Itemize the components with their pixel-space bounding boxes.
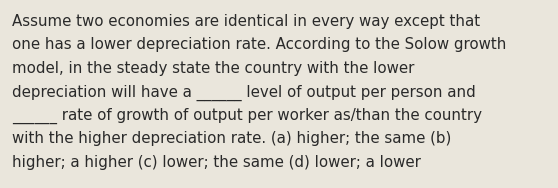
Text: Assume two economies are identical in every way except that: Assume two economies are identical in ev… [12,14,480,29]
Text: ______ rate of growth of output per worker as/than the country: ______ rate of growth of output per work… [12,108,482,124]
Text: depreciation will have a ______ level of output per person and: depreciation will have a ______ level of… [12,84,476,101]
Text: model, in the steady state the country with the lower: model, in the steady state the country w… [12,61,415,76]
Text: higher; a higher (c) lower; the same (d) lower; a lower: higher; a higher (c) lower; the same (d)… [12,155,421,170]
Text: with the higher depreciation rate. (a) higher; the same (b): with the higher depreciation rate. (a) h… [12,131,451,146]
Text: one has a lower depreciation rate. According to the Solow growth: one has a lower depreciation rate. Accor… [12,37,506,52]
